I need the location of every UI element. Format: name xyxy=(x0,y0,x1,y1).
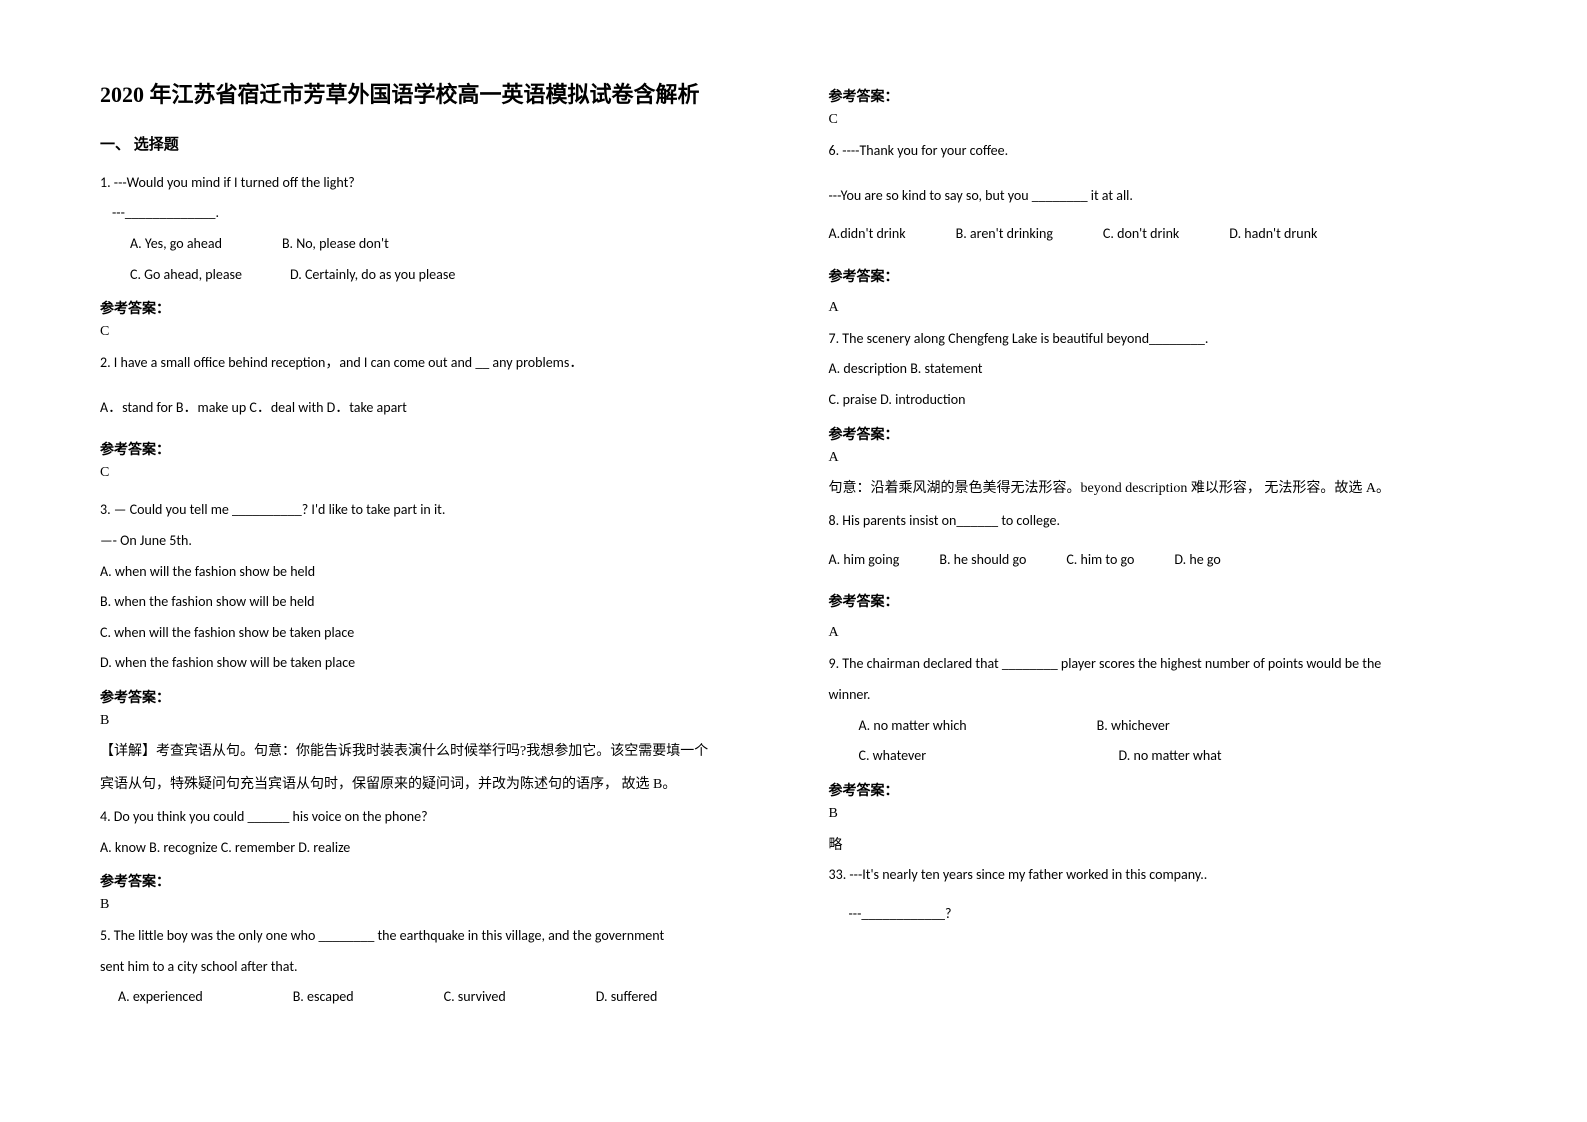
q2-stem: 2. I have a small office behind receptio… xyxy=(100,350,759,377)
section-heading: 一、 选择题 xyxy=(100,133,759,154)
q3-optB: B. when the fashion show will be held xyxy=(100,589,759,616)
q8-optB: B. he should go xyxy=(939,547,1026,574)
q8-optA: A. him going xyxy=(829,547,900,574)
page-title: 2020 年江苏省宿迁市芳草外国语学校高一英语模拟试卷含解析 xyxy=(100,80,759,111)
page-columns: 2020 年江苏省宿迁市芳草外国语学校高一英语模拟试卷含解析 一、 选择题 1.… xyxy=(100,80,1487,1082)
q8-optC: C. him to go xyxy=(1066,547,1134,574)
q9-optB: B. whichever xyxy=(1097,713,1170,740)
q3-stem: 3. — Could you tell me __________? I'd l… xyxy=(100,497,759,524)
q2-answer-label: 参考答案： xyxy=(100,439,759,459)
q3-explain2: 宾语从句，特殊疑问句充当宾语从句时，保留原来的疑问词，并改为陈述句的语序， 故选… xyxy=(100,772,759,799)
q1-opts-row1: A. Yes, go ahead B. No, please don't xyxy=(100,231,759,258)
q7-explain: 句意：沿着乘风湖的景色美得无法形容。beyond description 难以形… xyxy=(829,476,1488,503)
q4-answer: B xyxy=(100,897,759,913)
q3-answer: B xyxy=(100,713,759,729)
q8-optD: D. he go xyxy=(1174,547,1220,574)
q9-opts-row1: A. no matter which B. whichever xyxy=(829,713,1488,740)
q3-optC: C. when will the fashion show be taken p… xyxy=(100,620,759,647)
q6-optC: C. don't drink xyxy=(1103,221,1179,248)
q7-opts2: C. praise D. introduction xyxy=(829,387,1488,414)
q6-optD: D. hadn't drunk xyxy=(1229,221,1317,248)
q9-opts-row2: C. whatever D. no matter what xyxy=(829,743,1488,770)
q7-stem: 7. The scenery along Chengfeng Lake is b… xyxy=(829,326,1488,353)
q5-optB: B. escaped xyxy=(293,984,354,1011)
q5-optA: A. experienced xyxy=(118,984,203,1011)
q1-optC: C. Go ahead, please xyxy=(130,262,242,289)
q33-stem: 33. ---It's nearly ten years since my fa… xyxy=(829,862,1488,889)
exam-page: 2020 年江苏省宿迁市芳草外国语学校高一英语模拟试卷含解析 一、 选择题 1.… xyxy=(0,0,1587,1122)
q2-answer: C xyxy=(100,465,759,481)
q5-stem2: sent him to a city school after that. xyxy=(100,954,759,981)
q6-stem1: 6. ----Thank you for your coffee. xyxy=(829,138,1488,165)
q8-answer: A xyxy=(829,625,1488,641)
q4-answer-label: 参考答案： xyxy=(100,871,759,891)
q9-answer: B xyxy=(829,806,1488,822)
q4-stem: 4. Do you think you could ______ his voi… xyxy=(100,804,759,831)
q6-opts: A.didn't drink B. aren't drinking C. don… xyxy=(829,221,1488,248)
q9-stem2: winner. xyxy=(829,682,1488,709)
q4-opts: A. know B. recognize C. remember D. real… xyxy=(100,835,759,862)
q8-opts: A. him going B. he should go C. him to g… xyxy=(829,547,1488,574)
q3-optA: A. when will the fashion show be held xyxy=(100,559,759,586)
q1-opts-row2: C. Go ahead, please D. Certainly, do as … xyxy=(100,262,759,289)
q1-optD: D. Certainly, do as you please xyxy=(290,262,455,289)
q5-answer: C xyxy=(829,112,1488,128)
q7-answer-label: 参考答案： xyxy=(829,424,1488,444)
q5-answer-label: 参考答案： xyxy=(829,86,1488,106)
q1-answer-label: 参考答案： xyxy=(100,298,759,318)
q9-stem1: 9. The chairman declared that ________ p… xyxy=(829,651,1488,678)
q1-stem: 1. ---Would you mind if I turned off the… xyxy=(100,170,759,197)
q1-stem2: ---_____________. xyxy=(100,200,759,227)
q33-stem2: ---____________? xyxy=(829,901,1488,928)
left-column: 2020 年江苏省宿迁市芳草外国语学校高一英语模拟试卷含解析 一、 选择题 1.… xyxy=(100,80,759,1082)
q9-optC: C. whatever xyxy=(859,743,989,770)
q9-answer-label: 参考答案： xyxy=(829,780,1488,800)
q8-answer-label: 参考答案： xyxy=(829,591,1488,611)
q7-answer: A xyxy=(829,450,1488,466)
q3-stem2: —- On June 5th. xyxy=(100,528,759,555)
q9-optA: A. no matter which xyxy=(859,713,967,740)
q5-opts: A. experienced B. escaped C. survived D.… xyxy=(100,984,759,1011)
q9-note: 略 xyxy=(829,832,1488,859)
q5-optC: C. survived xyxy=(444,984,506,1011)
q6-answer-label: 参考答案： xyxy=(829,266,1488,286)
q6-answer: A xyxy=(829,300,1488,316)
q1-optA: A. Yes, go ahead xyxy=(130,231,222,258)
q6-optB: B. aren't drinking xyxy=(956,221,1053,248)
q3-explain1: 【详解】考查宾语从句。句意：你能告诉我时装表演什么时候举行吗?我想参加它。该空需… xyxy=(100,739,759,766)
right-column: 参考答案： C 6. ----Thank you for your coffee… xyxy=(829,80,1488,1082)
q6-stem2: ---You are so kind to say so, but you __… xyxy=(829,183,1488,210)
q6-optA: A.didn't drink xyxy=(829,221,906,248)
q2-opts: A．stand for B．make up C．deal with D．take… xyxy=(100,395,759,422)
q7-opts1: A. description B. statement xyxy=(829,356,1488,383)
q3-answer-label: 参考答案： xyxy=(100,687,759,707)
q8-stem: 8. His parents insist on______ to colleg… xyxy=(829,508,1488,535)
q3-optD: D. when the fashion show will be taken p… xyxy=(100,650,759,677)
q1-answer: C xyxy=(100,324,759,340)
q1-optB: B. No, please don't xyxy=(282,231,389,258)
q5-optD: D. suffered xyxy=(596,984,658,1011)
q5-stem1: 5. The little boy was the only one who _… xyxy=(100,923,759,950)
q9-optD: D. no matter what xyxy=(1119,743,1222,770)
